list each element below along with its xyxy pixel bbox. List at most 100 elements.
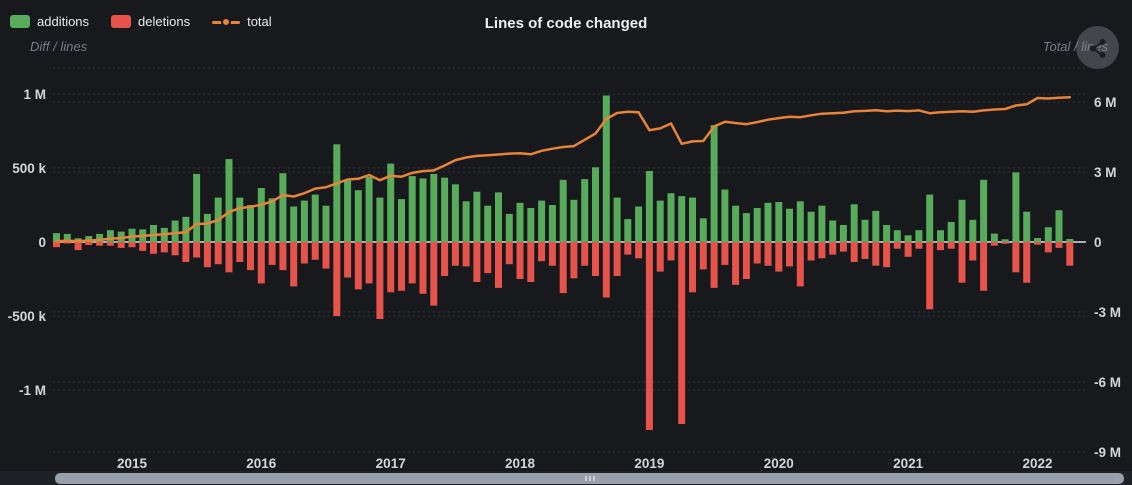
additions-bar[interactable] <box>85 236 93 242</box>
deletions-bar[interactable] <box>839 242 847 252</box>
deletions-bar[interactable] <box>53 242 60 248</box>
deletions-bar[interactable] <box>203 242 211 268</box>
deletions-bar[interactable] <box>958 242 966 283</box>
share-button[interactable] <box>1076 26 1119 69</box>
deletions-bar[interactable] <box>354 242 362 290</box>
deletions-bar[interactable] <box>1055 242 1063 248</box>
deletions-bar[interactable] <box>150 242 157 254</box>
additions-bar[interactable] <box>53 233 60 242</box>
additions-bar[interactable] <box>958 199 966 242</box>
additions-bar[interactable] <box>592 167 599 242</box>
additions-bar[interactable] <box>947 222 955 242</box>
deletions-bar[interactable] <box>451 242 459 266</box>
deletions-bar[interactable] <box>117 242 125 248</box>
scrollbar-thumb[interactable] <box>55 473 1124 484</box>
deletions-bar[interactable] <box>926 242 934 310</box>
deletions-bar[interactable] <box>570 242 578 279</box>
deletions-bar[interactable] <box>236 242 244 262</box>
additions-bar[interactable] <box>171 220 179 243</box>
additions-bar[interactable] <box>279 173 287 242</box>
deletions-bar[interactable] <box>85 242 93 245</box>
deletions-bar[interactable] <box>279 242 287 271</box>
additions-bar[interactable] <box>926 194 934 242</box>
deletions-bar[interactable] <box>290 242 298 287</box>
additions-bar[interactable] <box>969 219 977 242</box>
additions-bar[interactable] <box>635 206 643 243</box>
additions-bar[interactable] <box>742 213 750 242</box>
additions-bar[interactable] <box>419 178 427 242</box>
deletions-bar[interactable] <box>656 242 664 272</box>
additions-bar[interactable] <box>1034 238 1041 242</box>
additions-bar[interactable] <box>818 205 826 242</box>
deletions-bar[interactable] <box>322 242 330 269</box>
deletions-bar[interactable] <box>160 242 168 253</box>
additions-bar[interactable] <box>850 204 858 242</box>
deletions-bar[interactable] <box>225 242 233 273</box>
additions-bar[interactable] <box>548 205 556 242</box>
deletions-bar[interactable] <box>63 242 71 244</box>
additions-bar[interactable] <box>678 196 686 242</box>
deletions-bar[interactable] <box>818 242 826 259</box>
deletions-bar[interactable] <box>462 242 470 267</box>
deletions-bar[interactable] <box>387 242 395 293</box>
deletions-bar[interactable] <box>214 242 222 265</box>
chart-plot-area[interactable]: 1 M 500 k 0 -500 k -1 M 6 M 3 M 0 -3 M -6 M -9 M 20… <box>0 0 1132 471</box>
additions-bar[interactable] <box>839 225 847 242</box>
additions-bar[interactable] <box>538 200 546 242</box>
additions-bar[interactable] <box>883 225 891 242</box>
deletions-bar[interactable] <box>300 242 308 264</box>
deletions-bar[interactable] <box>613 242 621 276</box>
deletions-bar[interactable] <box>775 242 783 272</box>
additions-bar[interactable] <box>451 184 459 242</box>
deletions-bar[interactable] <box>645 242 653 430</box>
deletions-bar[interactable] <box>807 242 815 261</box>
additions-bar[interactable] <box>462 201 470 242</box>
deletions-bar[interactable] <box>344 242 352 278</box>
additions-bar[interactable] <box>182 216 190 242</box>
additions-bar[interactable] <box>484 205 492 242</box>
deletions-bar[interactable] <box>473 242 481 282</box>
deletions-bar[interactable] <box>829 242 837 255</box>
additions-bar[interactable] <box>408 176 416 242</box>
legend-item-additions[interactable]: additions <box>10 14 89 29</box>
additions-bar[interactable] <box>1066 239 1074 242</box>
additions-bar[interactable] <box>516 202 524 242</box>
additions-bar[interactable] <box>904 235 912 242</box>
additions-bar[interactable] <box>106 230 114 242</box>
deletions-bar[interactable] <box>441 242 449 276</box>
deletions-bar[interactable] <box>947 242 955 249</box>
deletions-bar[interactable] <box>850 242 858 262</box>
additions-bar[interactable] <box>247 205 254 242</box>
additions-bar[interactable] <box>290 206 298 243</box>
deletions-bar[interactable] <box>893 242 901 249</box>
additions-bar[interactable] <box>344 180 352 242</box>
deletions-bar[interactable] <box>559 242 567 294</box>
deletions-bar[interactable] <box>182 242 190 262</box>
deletions-bar[interactable] <box>1066 242 1074 266</box>
deletions-bar[interactable] <box>408 242 416 284</box>
additions-bar[interactable] <box>365 176 373 242</box>
scrollbar-track[interactable] <box>0 471 1132 485</box>
deletions-bar[interactable] <box>430 242 438 306</box>
additions-bar[interactable] <box>203 213 211 242</box>
additions-bar[interactable] <box>1055 210 1063 242</box>
additions-bar[interactable] <box>322 205 330 242</box>
deletions-bar[interactable] <box>365 242 373 284</box>
additions-bar[interactable] <box>689 197 696 242</box>
deletions-bar[interactable] <box>581 242 589 266</box>
deletions-bar[interactable] <box>505 242 513 265</box>
deletions-bar[interactable] <box>689 242 696 293</box>
deletions-bar[interactable] <box>732 242 740 285</box>
deletions-bar[interactable] <box>904 242 912 257</box>
deletions-bar[interactable] <box>1012 242 1020 273</box>
deletions-bar[interactable] <box>861 242 869 259</box>
additions-bar[interactable] <box>807 211 815 242</box>
deletions-bar[interactable] <box>786 242 793 267</box>
additions-bar[interactable] <box>656 200 664 242</box>
deletions-bar[interactable] <box>484 242 492 274</box>
additions-bar[interactable] <box>63 233 71 242</box>
additions-bar[interactable] <box>430 173 438 242</box>
deletions-bar[interactable] <box>678 242 686 424</box>
deletions-bar[interactable] <box>742 242 750 279</box>
deletions-bar[interactable] <box>419 242 427 294</box>
